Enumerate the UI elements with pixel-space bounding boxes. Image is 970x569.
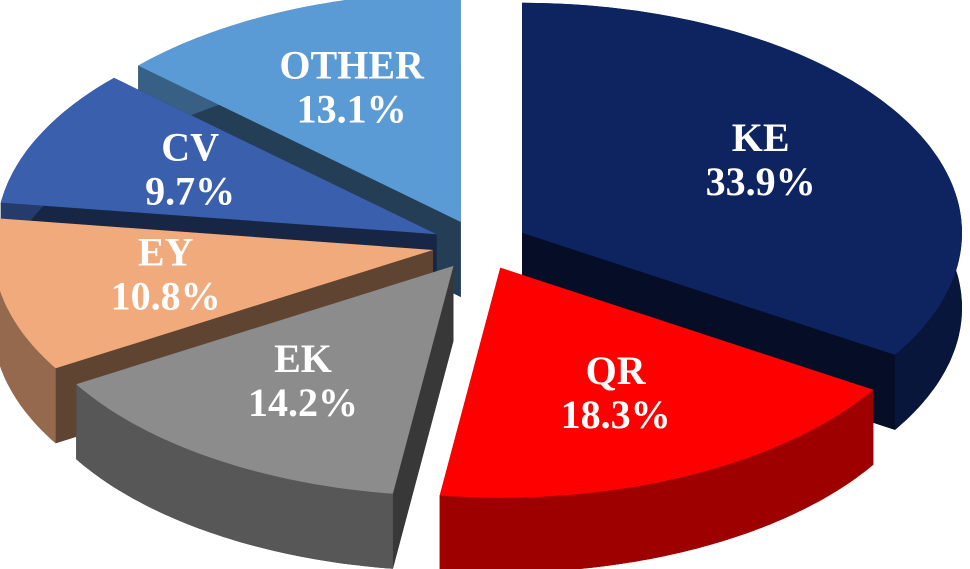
slice-top — [0, 77, 437, 235]
slice-outer-wall — [439, 389, 874, 569]
slice-top — [0, 218, 433, 369]
slice-category-label: QR — [586, 348, 647, 393]
slice-category-label: KE — [732, 115, 790, 160]
slice-value-label: 10.8% — [111, 274, 221, 319]
slice-category-label: CV — [161, 124, 219, 169]
slice-value-label: 9.7% — [145, 168, 235, 213]
slice-top — [522, 2, 962, 355]
slice-top — [439, 267, 874, 498]
slice-outer-wall — [0, 290, 56, 444]
slice-top — [76, 265, 454, 494]
slice-value-label: 13.1% — [297, 86, 407, 131]
slice-value-label: 33.9% — [706, 159, 816, 204]
slice-category-label: EK — [274, 336, 332, 381]
slice-category-label: OTHER — [279, 42, 425, 87]
slice-top — [138, 0, 461, 222]
slice-value-label: 18.3% — [561, 392, 671, 437]
slice-outer-wall — [76, 384, 393, 569]
slice-category-label: EY — [138, 230, 194, 275]
slice-value-label: 14.2% — [248, 380, 358, 425]
